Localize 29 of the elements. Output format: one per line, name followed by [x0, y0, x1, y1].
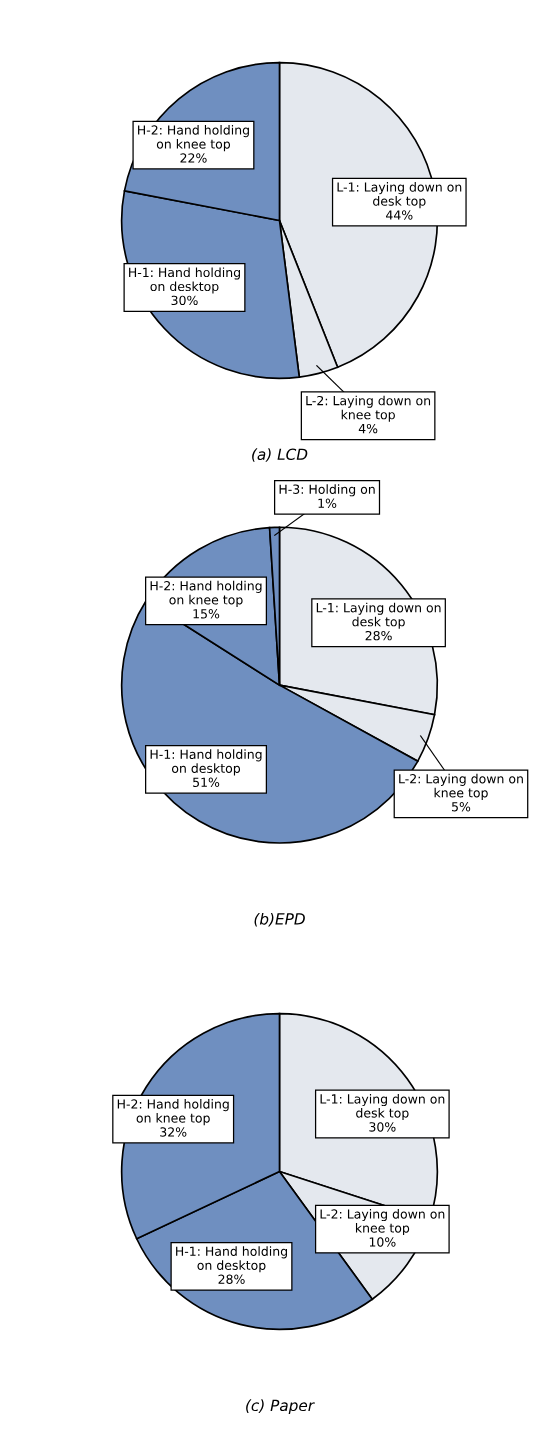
slice-label: H-2: Hand holding on knee top — [150, 580, 262, 607]
data-label: 10% — [369, 1237, 396, 1247]
slice-label: H-1: Hand holding on desktop — [176, 1246, 287, 1273]
data-label: 44% — [386, 210, 413, 220]
data-label: 28% — [218, 1274, 245, 1284]
data-label: 28% — [365, 630, 392, 641]
text: (b)EPD — [254, 912, 305, 927]
data-label: 4% — [358, 423, 378, 434]
slice-label: H-1: Hand holding on desktop — [129, 267, 240, 294]
data-label: 15% — [193, 609, 220, 619]
data-label: 22% — [180, 153, 207, 163]
data-label: 51% — [193, 777, 220, 787]
slice-label: L-2: Laying down on knee top — [399, 773, 523, 800]
slice-label: L-2: Laying down on knee top — [306, 395, 431, 422]
slice-label: H-2: Hand holding on knee top — [117, 1099, 229, 1126]
data-label: 30% — [171, 295, 198, 306]
text: (c) Paper — [246, 1399, 315, 1415]
data-label: 30% — [369, 1122, 396, 1132]
data-label: 32% — [160, 1127, 187, 1137]
slice-label: L-1: Laying down on desk top — [337, 182, 462, 209]
slice-label: H-2: Hand holding on knee top — [138, 125, 249, 152]
slice-label: L-1: Laying down on desk top — [316, 602, 441, 629]
text: (a) LCD — [252, 448, 308, 462]
slice-label: L-2: Laying down on knee top — [320, 1209, 445, 1236]
slice-label: L-1: Laying down on desk top — [320, 1093, 445, 1121]
data-label: 1% — [318, 498, 337, 508]
data-label: 5% — [452, 802, 471, 812]
slice-label: H-3: Holding on — [279, 484, 375, 497]
slice-label: H-1: Hand holding on desktop — [150, 749, 262, 776]
